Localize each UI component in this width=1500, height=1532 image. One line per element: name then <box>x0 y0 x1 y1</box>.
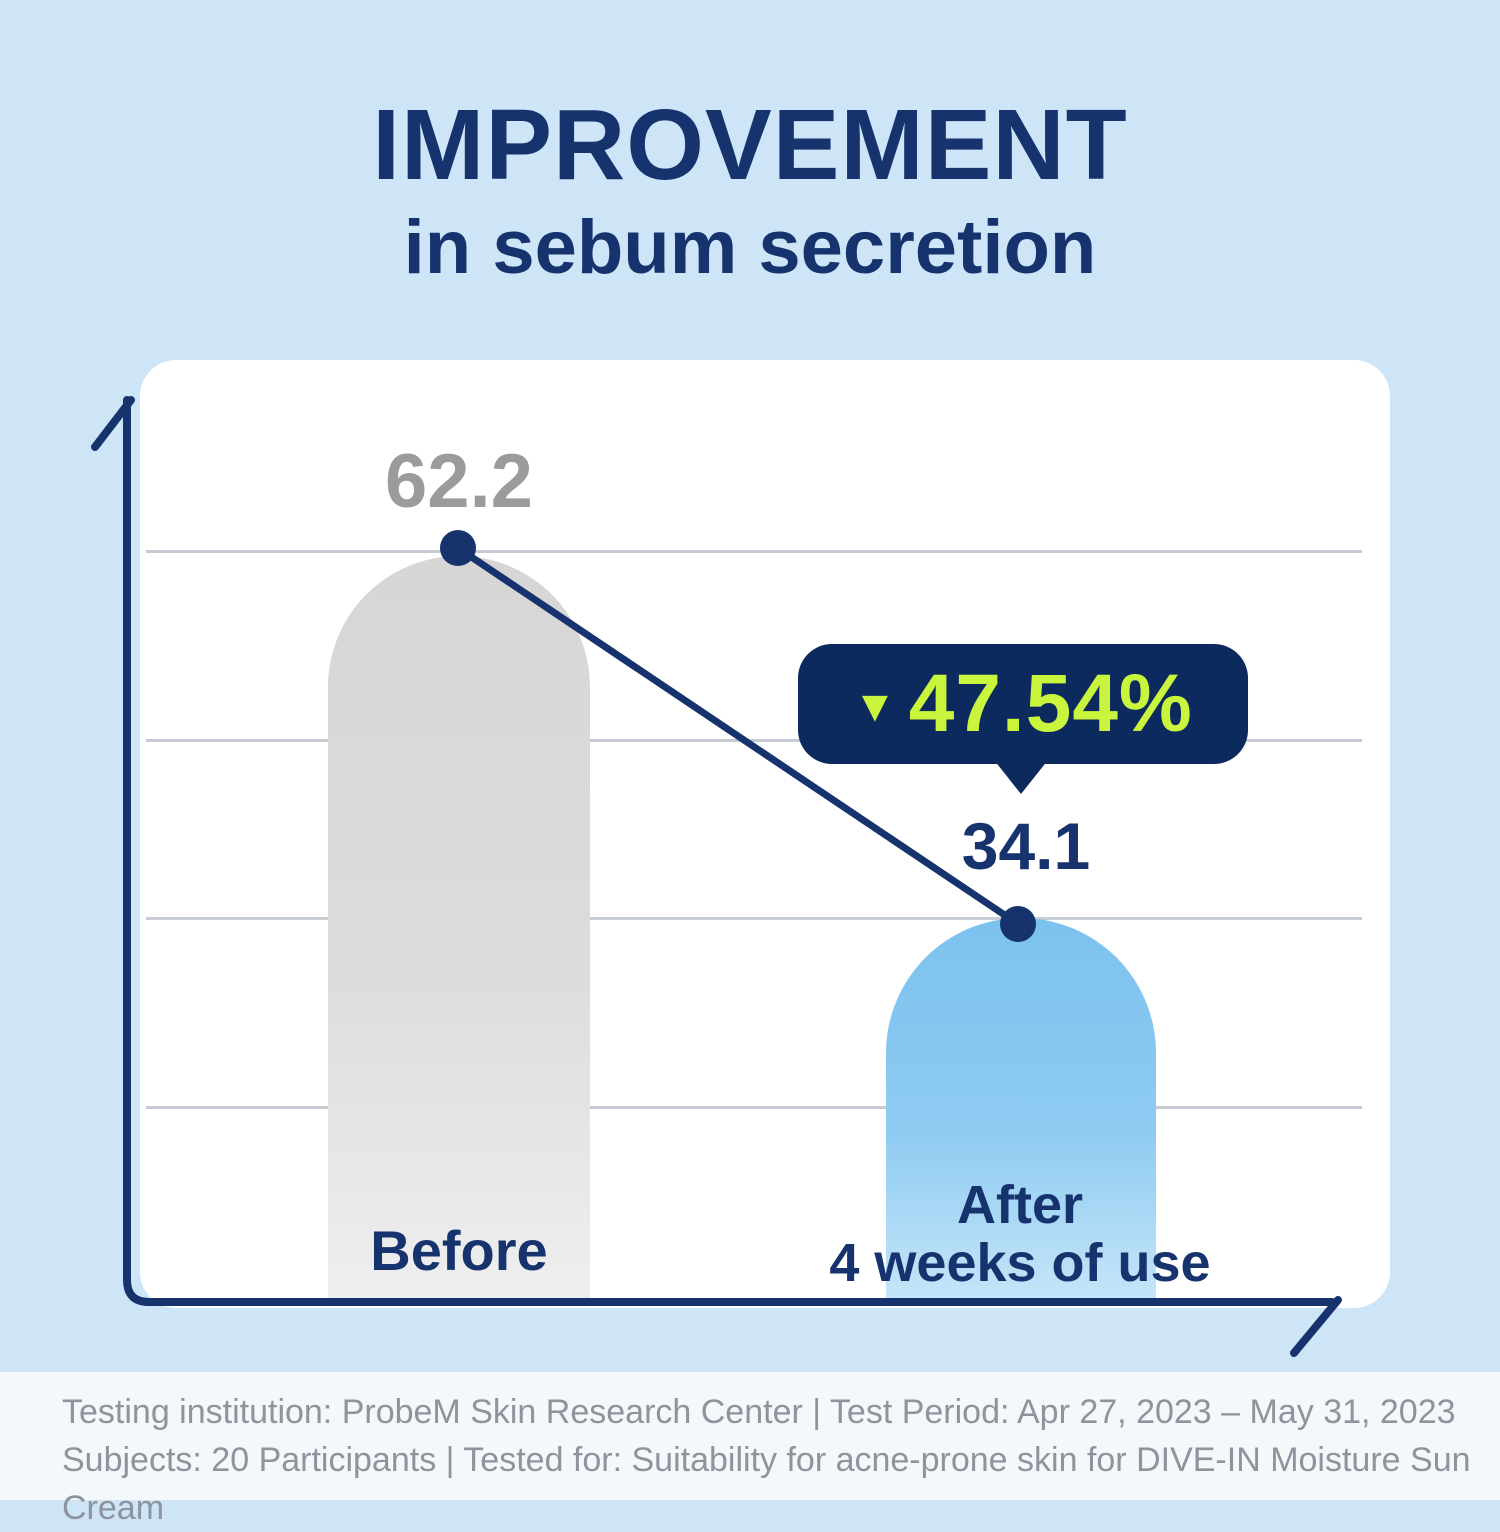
footer-note-2: Subjects: 20 Participants | Tested for: … <box>62 1441 1471 1527</box>
decrease-triangle-icon: ▼ <box>853 682 897 731</box>
bar-before <box>328 556 590 1304</box>
bar-label-after-line1: After <box>956 1175 1083 1235</box>
gridline <box>146 550 1362 553</box>
value-label-before: 62.2 <box>385 439 533 524</box>
chart-title: IMPROVEMENT <box>372 89 1128 201</box>
value-label-after: 34.1 <box>961 809 1091 883</box>
change-badge-value: 47.54% <box>908 658 1193 749</box>
change-badge: ▼ 47.54% <box>798 644 1248 764</box>
change-badge-pointer <box>994 760 1048 794</box>
bar-label-before: Before <box>370 1219 548 1282</box>
bar-label-after-line2: 4 weeks of use <box>829 1233 1211 1293</box>
footer-strip: Testing institution: ProbeM Skin Researc… <box>0 1372 1500 1527</box>
footer-note-1: Testing institution: ProbeM Skin Researc… <box>62 1393 1456 1431</box>
bar-label-after: After 4 weeks of use <box>820 1176 1220 1292</box>
chart-subtitle: in sebum secretion <box>403 205 1097 290</box>
y-axis-arrow-icon <box>91 396 135 451</box>
